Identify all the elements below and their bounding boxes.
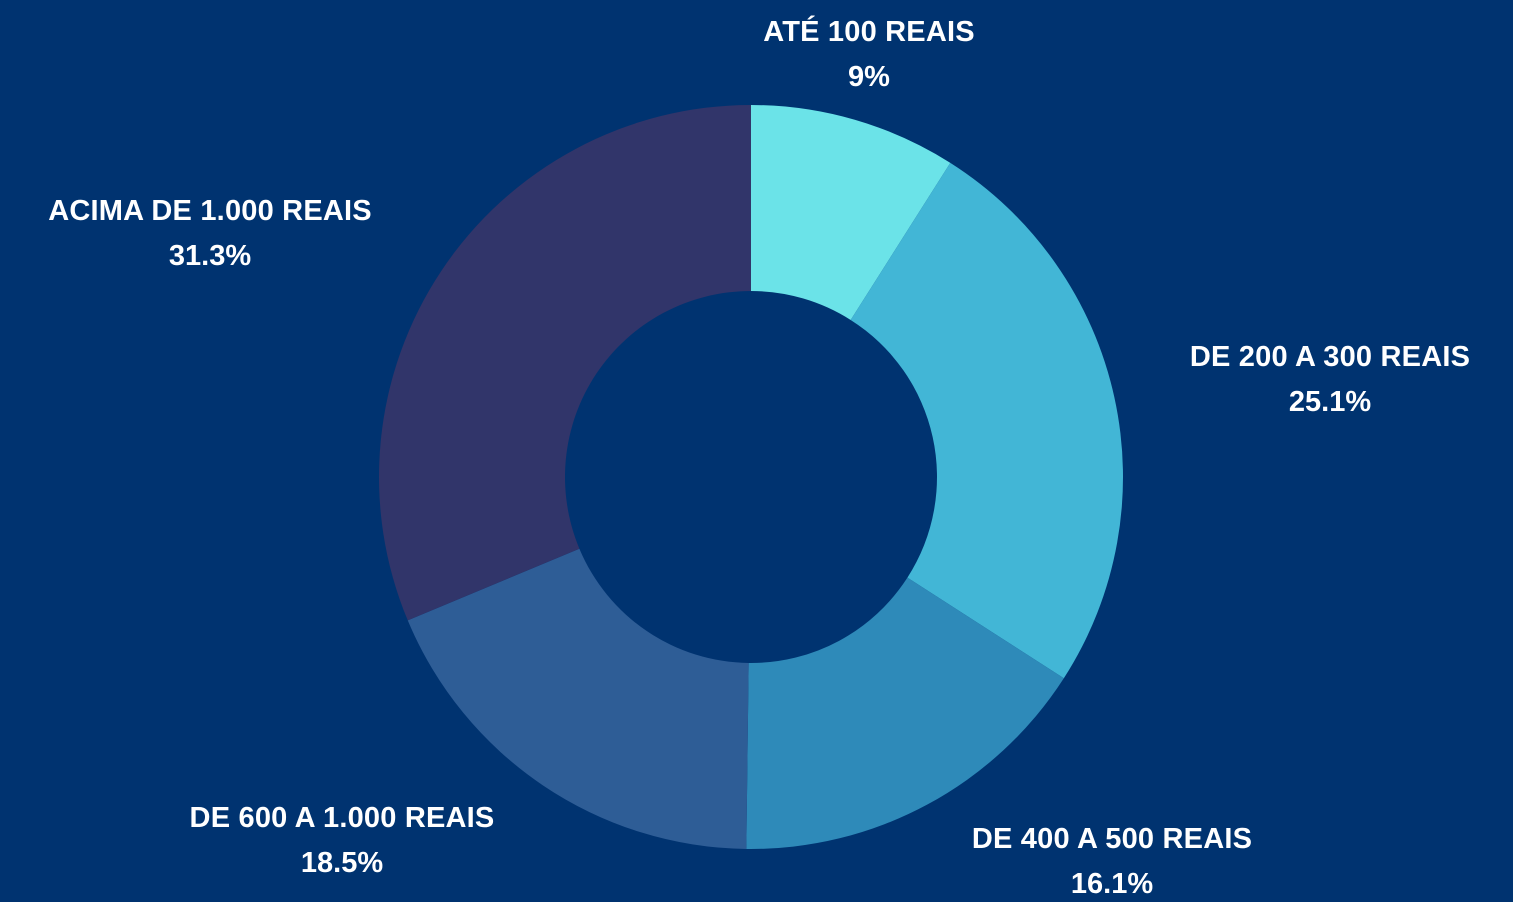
category-label: ATÉ 100 REAIS [763,16,975,48]
slice-label-ate-100: ATÉ 100 REAIS 9% [763,18,975,92]
percent-label: 25.1% [1288,386,1372,418]
donut-slices [379,105,1123,849]
category-label: DE 400 A 500 REAIS [971,823,1253,855]
percent-label: 31.3% [168,240,252,272]
donut-slice-2 [746,577,1064,849]
slice-label-acima-1000: ACIMA DE 1.000 REAIS 31.3% [48,197,372,271]
percent-label: 9% [848,61,890,93]
slice-label-400-500: DE 400 A 500 REAIS 16.1% [972,825,1252,899]
donut-slice-1 [850,162,1123,679]
category-label: DE 200 A 300 REAIS [1189,341,1471,373]
slice-label-600-1000: DE 600 A 1.000 REAIS 18.5% [190,804,495,878]
donut-slice-0 [751,105,951,320]
category-label: ACIMA DE 1.000 REAIS [48,195,372,227]
donut-slice-3 [407,548,749,849]
percent-label: 16.1% [1070,868,1154,900]
slice-label-200-300: DE 200 A 300 REAIS 25.1% [1190,343,1470,417]
percent-label: 18.5% [300,847,384,879]
donut-slice-4 [379,105,751,621]
category-label: DE 600 A 1.000 REAIS [189,802,495,834]
